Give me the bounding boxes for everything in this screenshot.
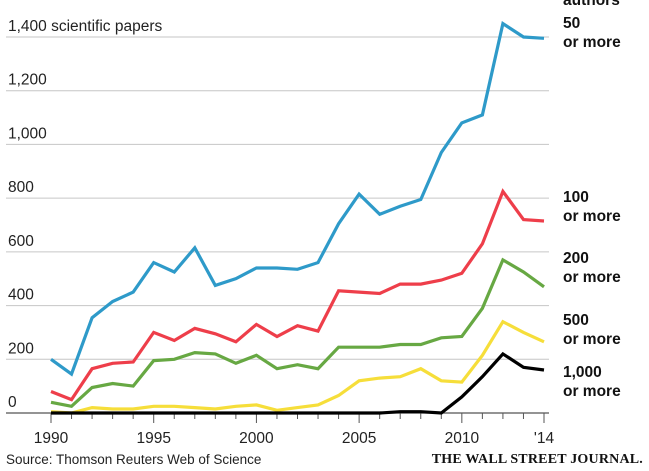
x-tick-label: 2010 <box>445 430 480 447</box>
x-tick-label: '14 <box>534 430 555 447</box>
series-line <box>50 21 545 377</box>
source-note: Source: Thomson Reuters Web of Science <box>6 452 262 467</box>
x-tick-label: 2000 <box>239 430 274 447</box>
series-line <box>50 257 545 409</box>
y-axis-labels: 0 200 400 600 800 1,000 1,200 1,400 scientific … <box>8 18 162 411</box>
series-line <box>50 188 545 402</box>
legend-header: authors <box>563 0 620 9</box>
series-line <box>50 319 545 415</box>
y-tick-label: 1,000 <box>8 125 47 142</box>
x-tick-label: 2005 <box>342 430 376 447</box>
legend-label: 1,000 <box>563 364 602 381</box>
y-tick-label: 800 <box>8 179 34 196</box>
legend-label: or more <box>563 269 621 286</box>
legend-label: 500 <box>563 312 589 329</box>
y-tick-label: 200 <box>8 340 34 357</box>
series-lines <box>50 21 545 415</box>
gridlines <box>6 36 549 360</box>
legend-label: 200 <box>563 250 589 267</box>
legend-label: or more <box>563 34 621 51</box>
legend-label: or more <box>563 208 621 225</box>
legend-label: or more <box>563 383 621 400</box>
y-tick-label: 600 <box>8 233 34 250</box>
x-tick-label: 1990 <box>34 430 69 447</box>
series-line <box>51 351 545 415</box>
legend: authors 50 or more 100 or more 200 or more 500 o… <box>563 0 621 400</box>
x-tick-label: 1995 <box>136 430 170 447</box>
x-axis: 1990 1995 2000 2005 2010 '14 <box>6 412 555 447</box>
y-tick-label: 1,200 <box>8 72 47 89</box>
y-tick-label: 1,400 scientific papers <box>8 18 162 35</box>
legend-label: 50 <box>563 15 580 32</box>
legend-label: 100 <box>563 189 589 206</box>
legend-label: or more <box>563 331 621 348</box>
y-tick-label: 0 <box>8 394 17 411</box>
publisher-credit: THE WALL STREET JOURNAL. <box>431 452 643 467</box>
y-tick-label: 400 <box>8 287 34 304</box>
